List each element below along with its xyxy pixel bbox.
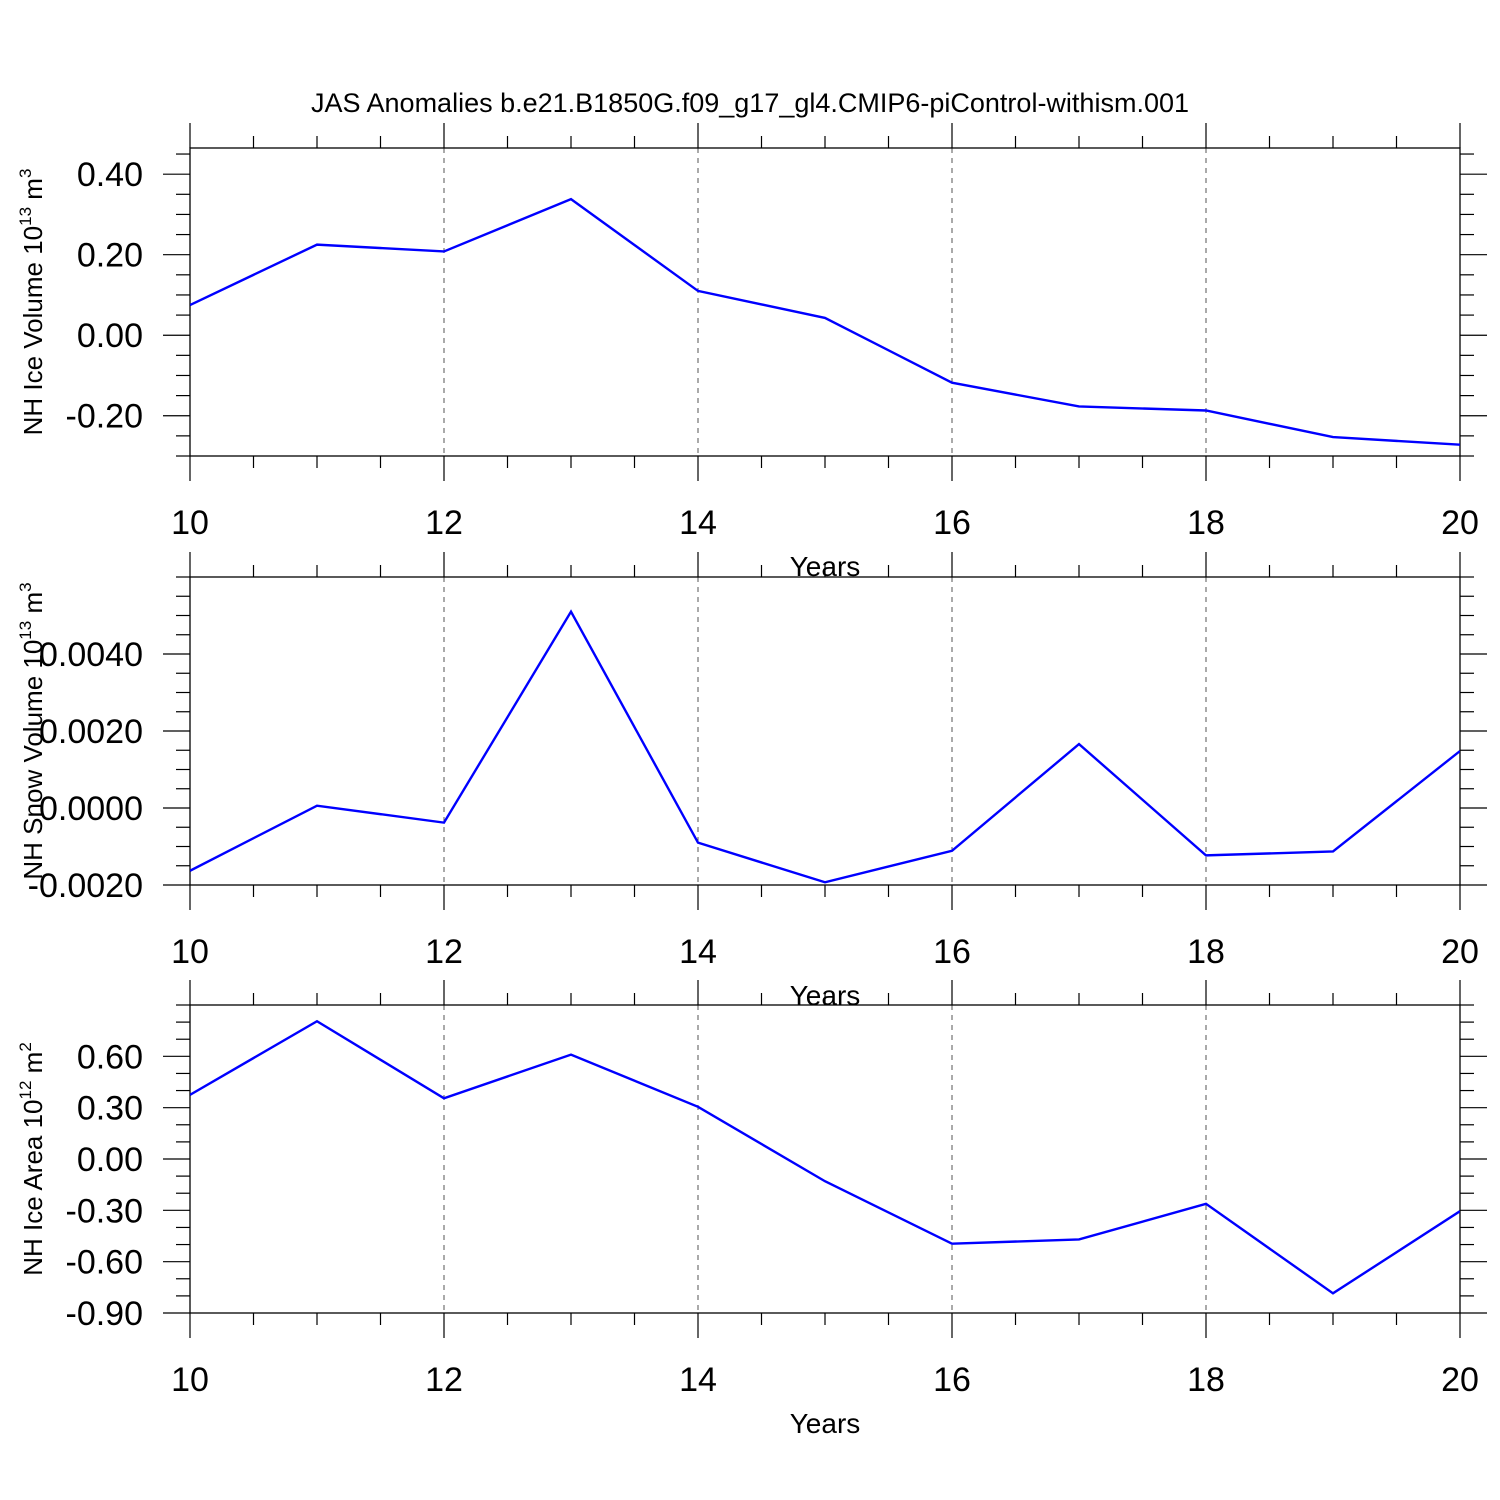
series-line-1	[190, 1019, 1460, 1295]
y-tick-label: 0.0000	[39, 790, 143, 828]
series-line-1	[190, 197, 1460, 446]
y-axis-label-text: NH Ice Volume 10	[18, 226, 48, 436]
x-axis-label: Years	[790, 1408, 861, 1439]
x-tick-label: 12	[425, 1361, 463, 1399]
y-axis-label-exponent: 13	[16, 621, 35, 640]
y-tick-label: 0.00	[77, 317, 143, 355]
x-tick-label: 20	[1441, 1361, 1479, 1399]
x-tick-label: 16	[933, 1361, 971, 1399]
y-tick-label: 0.00	[77, 1141, 143, 1179]
chart-panels: 0.40 0.20 0.00 -0.20 10 12 14 16 18 20 Years NH Ice…	[16, 123, 1487, 1439]
y-axis-label-unit: m	[18, 1052, 48, 1081]
x-tick-label: 20	[1441, 933, 1479, 971]
x-tick-label: 14	[679, 1361, 717, 1399]
y-axis-label-unit-exponent: 2	[16, 1042, 35, 1051]
y-tick-label: -0.90	[66, 1295, 144, 1333]
x-tick-label: 12	[425, 933, 463, 971]
y-axis-label-text: NH Ice Area 10	[18, 1099, 48, 1275]
y-tick-label: 0.0020	[39, 713, 143, 751]
x-tick-label: 18	[1187, 1361, 1225, 1399]
y-tick-label: 0.0040	[39, 636, 143, 674]
x-tick-label: 10	[171, 1361, 209, 1399]
x-tick-label: 16	[933, 933, 971, 971]
y-tick-label: -0.60	[66, 1244, 144, 1282]
x-tick-label: 16	[933, 504, 971, 542]
x-tick-label: 12	[425, 504, 463, 542]
y-axis-label-exponent: 13	[16, 207, 35, 226]
x-tick-label: 18	[1187, 504, 1225, 542]
y-axis-label-unit-exponent: 3	[16, 582, 35, 591]
y-axis-label: NH Snow Volume 1013 m3	[16, 582, 48, 879]
chart-panel-3: 0.60 0.30 0.00 -0.30 -0.60 -0.90 10 12 14 16 18 20 Y…	[16, 980, 1487, 1439]
y-axis-label: NH Ice Volume 1013 m3	[16, 169, 48, 436]
y-axis-label: NH Ice Area 1012 m2	[16, 1042, 48, 1276]
y-axis-label-unit: m	[18, 592, 48, 621]
x-tick-label: 18	[1187, 933, 1225, 971]
x-tick-label: 14	[679, 933, 717, 971]
x-tick-label: 20	[1441, 504, 1479, 542]
y-tick-label: -0.0020	[28, 867, 143, 905]
y-tick-label: 0.40	[77, 156, 143, 194]
y-tick-label: 0.20	[77, 237, 143, 275]
figure-title: JAS Anomalies b.e21.B1850G.f09_g17_gl4.C…	[311, 88, 1189, 118]
y-axis-label-unit: m	[18, 178, 48, 207]
y-tick-label: -0.30	[66, 1192, 144, 1230]
x-tick-label: 10	[171, 933, 209, 971]
y-axis-label-unit-exponent: 3	[16, 169, 35, 178]
x-tick-label: 14	[679, 504, 717, 542]
y-tick-label: 0.30	[77, 1090, 143, 1128]
y-tick-label: 0.60	[77, 1038, 143, 1076]
y-axis-label-exponent: 12	[16, 1081, 35, 1100]
series-line-1	[190, 609, 1460, 884]
x-tick-label: 10	[171, 504, 209, 542]
y-axis-label-text: NH Snow Volume 10	[18, 640, 48, 880]
y-tick-label: -0.20	[66, 398, 144, 436]
